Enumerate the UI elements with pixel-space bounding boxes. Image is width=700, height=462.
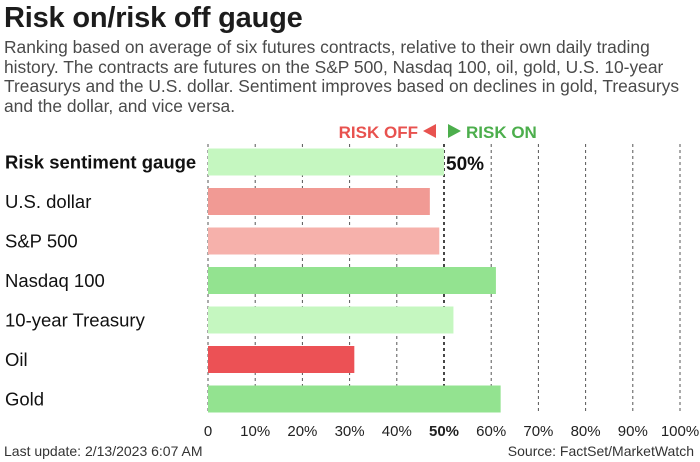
category-label: Nasdaq 100 xyxy=(5,270,105,291)
x-tick-label: 70% xyxy=(523,423,553,440)
category-label: 10-year Treasury xyxy=(5,310,146,331)
x-tick-label: 80% xyxy=(571,423,601,440)
source-note: Source: FactSet/MarketWatch xyxy=(507,443,694,459)
bar xyxy=(208,148,444,176)
x-tick-label: 100% xyxy=(661,423,699,440)
category-label: Oil xyxy=(5,349,28,370)
x-axis-ticks: 0 10% 20% 30% 40% 50% 60% 70% 80% 90% 100% xyxy=(204,423,699,440)
bar xyxy=(208,346,355,373)
x-tick-label: 10% xyxy=(240,423,270,440)
risk-on-label: RISK ON xyxy=(466,123,537,142)
category-labels: Risk sentiment gauge U.S. dollar S&P 500 Na… xyxy=(5,152,196,410)
x-tick-label: 60% xyxy=(476,423,506,440)
chart-subtitle: Ranking based on average of six futures … xyxy=(4,37,680,116)
last-update: Last update: 2/13/2023 6:07 AM xyxy=(4,443,203,459)
left-arrow-icon xyxy=(423,124,436,138)
x-tick-label: 0 xyxy=(204,423,212,440)
bar xyxy=(208,227,440,255)
data-label: 50% xyxy=(446,154,484,175)
legend: RISK OFF RISK ON xyxy=(339,123,537,142)
bar xyxy=(208,306,454,334)
right-arrow-icon xyxy=(448,124,461,138)
category-label: S&P 500 xyxy=(5,231,78,252)
bar xyxy=(208,267,496,294)
bar xyxy=(208,385,501,413)
category-label: Gold xyxy=(5,389,44,410)
risk-off-label: RISK OFF xyxy=(339,123,418,142)
chart-title: Risk on/risk off gauge xyxy=(4,2,303,34)
x-tick-label: 20% xyxy=(287,423,317,440)
x-tick-label: 30% xyxy=(335,423,365,440)
x-tick-label: 50% xyxy=(429,423,459,440)
x-tick-label: 40% xyxy=(382,423,412,440)
bar xyxy=(208,188,430,215)
category-label: Risk sentiment gauge xyxy=(5,152,196,173)
x-tick-label: 90% xyxy=(618,423,648,440)
category-label: U.S. dollar xyxy=(5,191,91,212)
bars: 50% xyxy=(208,148,501,413)
